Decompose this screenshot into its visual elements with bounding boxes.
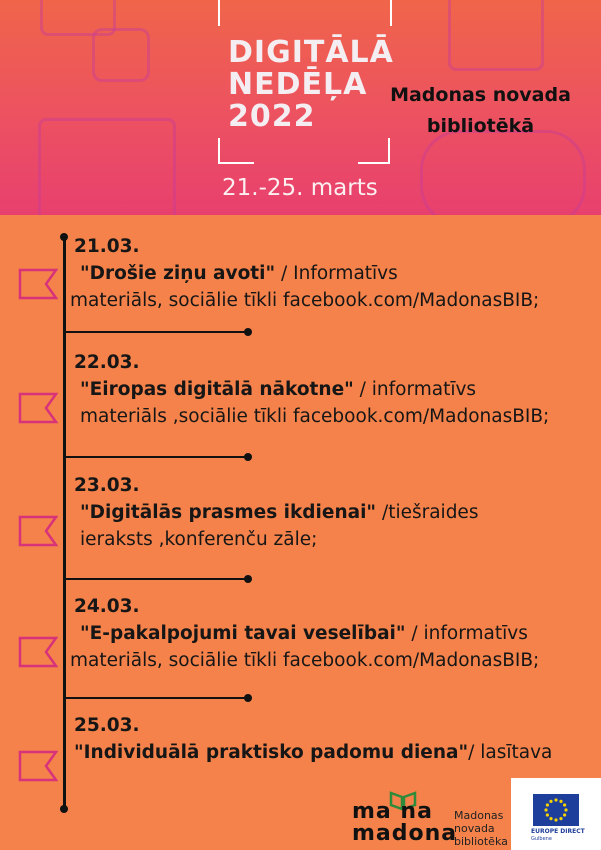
event-description-cont: ieraksts ,konferenču zāle;	[80, 529, 318, 550]
library-name-line-2: bibliotēkā	[426, 115, 535, 137]
decor-window-icon	[38, 118, 176, 215]
event-item: 21.03. "Drošie ziņu avoti" / Informatīvs…	[70, 233, 594, 314]
madona-library-logo: ma na madona Madonas novada bibliotēka	[350, 785, 510, 850]
frame-top-right	[382, 0, 392, 26]
europe-direct-logo: EUROPE DIRECT Gulbene	[511, 778, 601, 850]
library-name: Madonas novada bibliotēkā	[368, 80, 593, 142]
title-line-3: 2022	[228, 99, 316, 134]
event-title: "Individuālā praktisko padomu diena"	[74, 742, 469, 763]
event-date: 21.03.	[74, 236, 140, 257]
eu-flag-icon	[533, 794, 579, 826]
logo-caption-line-3: bibliotēka	[454, 835, 508, 848]
timeline-dot	[244, 328, 252, 336]
event-title: "E-pakalpojumi tavai veselībai"	[80, 623, 406, 644]
timeline-separator	[64, 697, 248, 699]
decor-heart-icon	[92, 28, 150, 82]
decor-chat-icon	[40, 0, 116, 36]
event-description: / informatīvs	[405, 623, 528, 644]
event-title: "Drošie ziņu avoti"	[80, 263, 276, 284]
logo-caption: Madonas novada bibliotēka	[454, 809, 508, 848]
book-icon	[389, 791, 417, 811]
frame-bottom-left	[218, 138, 254, 164]
timeline-line	[63, 236, 66, 808]
timeline-dot	[244, 694, 252, 702]
event-description: / informatīvs	[353, 379, 477, 400]
flag-icon	[18, 268, 58, 300]
flag-icon	[18, 636, 58, 668]
timeline-dot	[60, 233, 68, 241]
event-item: 23.03. "Digitālās prasmes ikdienai" /tie…	[74, 472, 594, 553]
event-date: 23.03.	[74, 475, 140, 496]
event-description-cont: materiāls, sociālie tīkli facebook.com/M…	[70, 650, 540, 671]
logo-caption-line-2: novada	[454, 822, 495, 835]
decor-binary-icon	[448, 0, 544, 71]
logo-word-top: ma na	[352, 799, 433, 824]
flag-icon	[18, 392, 58, 424]
event-description: / Informatīvs	[275, 263, 398, 284]
frame-bottom-right	[358, 138, 390, 164]
logo-caption-line-1: Madonas	[454, 809, 504, 822]
event-description-cont: materiāls, sociālie tīkli facebook.com/M…	[70, 290, 540, 311]
event-title: "Digitālās prasmes ikdienai"	[80, 502, 377, 523]
event-item: 22.03. "Eiropas digitālā nākotne" / info…	[74, 349, 594, 430]
title-line-2: NEDĒĻA	[228, 67, 368, 102]
event-title: "Eiropas digitālā nākotne"	[80, 379, 354, 400]
title-line-1: DIGITĀLĀ	[228, 35, 394, 70]
library-name-line-1: Madonas novada	[390, 84, 571, 106]
europe-direct-city: Gulbene	[531, 836, 552, 842]
event-description: /tiešraides	[376, 502, 479, 523]
timeline-separator	[64, 331, 248, 333]
frame-top-left	[218, 0, 242, 26]
event-dates: 21.-25. marts	[222, 175, 378, 201]
timeline-dot	[244, 575, 252, 583]
event-date: 25.03.	[74, 715, 140, 736]
event-description: / lasītava	[468, 742, 553, 763]
event-item: 25.03. "Individuālā praktisko padomu die…	[74, 712, 594, 766]
timeline-dot	[60, 805, 68, 813]
timeline-separator	[64, 578, 248, 580]
event-date: 22.03.	[74, 352, 140, 373]
event-date: 24.03.	[74, 596, 140, 617]
event-item: 24.03. "E-pakalpojumi tavai veselībai" /…	[70, 593, 594, 674]
timeline-separator	[64, 456, 248, 458]
logo-word-bottom: madona	[352, 821, 458, 846]
decor-circuit-icon	[420, 130, 586, 215]
europe-direct-label: EUROPE DIRECT	[531, 828, 585, 835]
flag-icon	[18, 750, 58, 782]
header-banner: DIGITĀLĀ NEDĒĻA 2022 21.-25. marts Madon…	[0, 0, 601, 215]
timeline-dot	[244, 453, 252, 461]
event-description-cont: materiāls ,sociālie tīkli facebook.com/M…	[80, 406, 550, 427]
flag-icon	[18, 515, 58, 547]
